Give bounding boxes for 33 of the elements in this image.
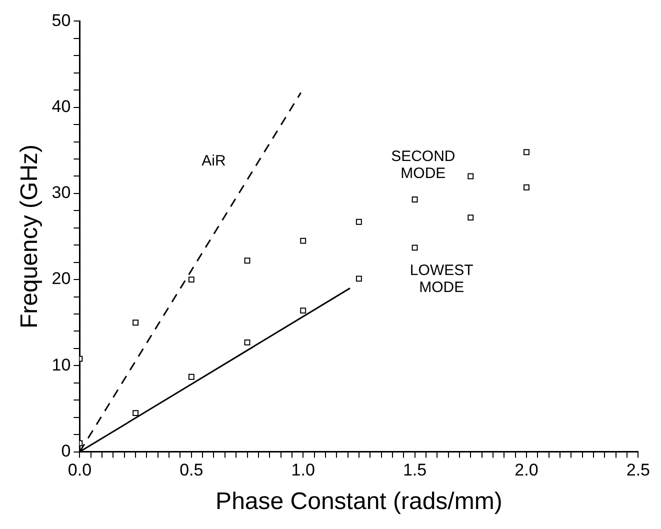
point (244, 258, 250, 264)
y-tick-label: 10 (52, 355, 71, 374)
point (468, 214, 474, 221)
point (524, 149, 530, 156)
y-tick-label: 0 (61, 441, 71, 460)
point (412, 196, 418, 202)
y-tick-label: 30 (52, 183, 71, 202)
point (468, 173, 474, 180)
point (132, 410, 139, 416)
y-axis-title: Frequency (GHz) (16, 144, 44, 329)
point (300, 238, 306, 244)
point (524, 184, 530, 190)
x-tick-label: 0.5 (180, 460, 204, 480)
x-axis-title: Phase Constant (rads/mm) (216, 488, 502, 516)
annotation: LOWEST MODE (410, 262, 474, 296)
y-tick-label: 40 (52, 97, 71, 116)
x-tick-label: 1.5 (402, 460, 427, 480)
annotation: AiR (202, 152, 226, 170)
point (356, 218, 362, 225)
x-tick-label: 1.0 (291, 460, 315, 480)
point (188, 374, 194, 380)
point (244, 339, 250, 346)
point (412, 244, 418, 251)
point (132, 320, 139, 326)
y-tick-label: 50 (52, 10, 71, 30)
point (300, 308, 306, 314)
y-tick-label: 20 (52, 269, 71, 288)
point (356, 276, 362, 282)
x-tick-label: 2.0 (514, 460, 538, 480)
x-tick-label: 0.0 (68, 460, 92, 480)
x-tick-label: 2.5 (626, 460, 650, 480)
annotation: SECOND MODE (391, 148, 456, 182)
point (188, 276, 194, 283)
